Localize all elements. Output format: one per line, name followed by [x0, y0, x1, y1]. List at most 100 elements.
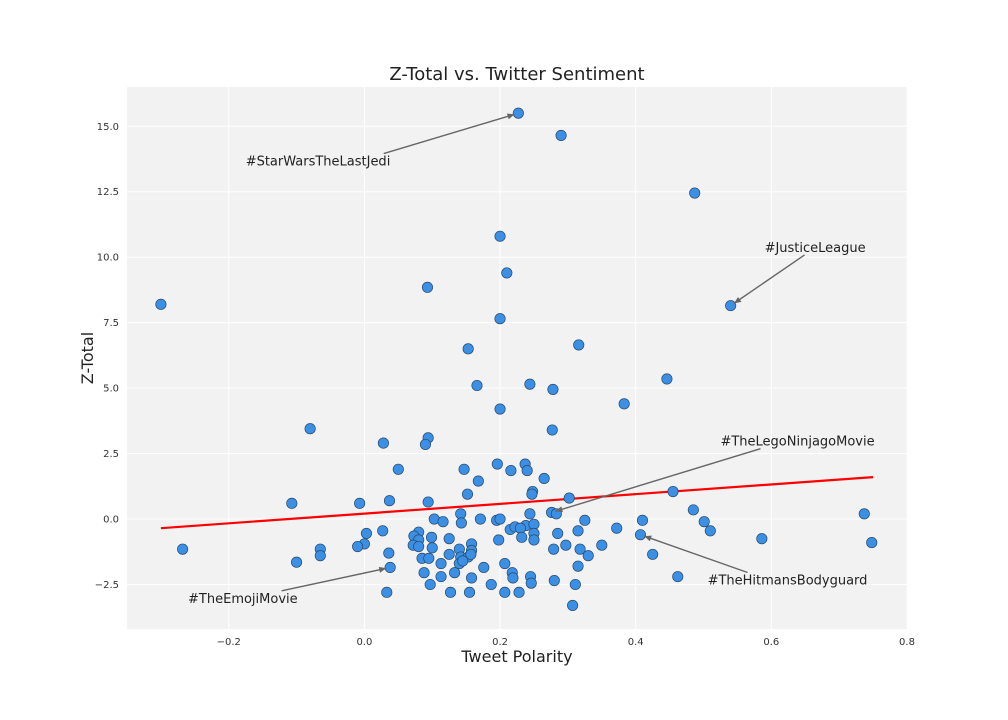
data-point [513, 586, 525, 598]
data-point [866, 537, 878, 549]
annotation-arrow [643, 535, 748, 574]
data-point [291, 556, 303, 568]
data-point [377, 525, 389, 537]
data-point [526, 488, 538, 500]
data-point [381, 586, 393, 598]
data-point [725, 300, 737, 312]
data-point [437, 516, 449, 528]
data-point [687, 504, 699, 516]
fit-line-group [160, 476, 874, 530]
annotations: #StarWarsTheLastJedi #JusticeLeague #TheLe… [188, 113, 875, 607]
data-point [507, 572, 519, 584]
y-tick-label: 5.0 [103, 384, 119, 395]
data-point [286, 497, 298, 509]
data-point [560, 539, 572, 551]
data-point [465, 548, 477, 560]
data-point [155, 298, 167, 310]
data-point [352, 540, 364, 553]
data-points [155, 107, 878, 611]
data-point [413, 540, 425, 553]
data-point [494, 513, 506, 525]
x-tick-label: −0.2 [217, 637, 241, 648]
data-point [424, 578, 436, 591]
data-point [421, 281, 434, 293]
data-point [546, 424, 558, 436]
data-point [493, 534, 505, 546]
chart-title: Z-Total vs. Twitter Sentiment [389, 64, 644, 85]
data-point [491, 458, 503, 470]
data-point [455, 517, 467, 529]
data-point [563, 492, 575, 504]
data-point [314, 550, 326, 562]
x-tick-labels: −0.2 0.0 0.2 0.4 0.6 0.8 [217, 637, 915, 648]
data-point [521, 465, 533, 477]
data-point [383, 495, 396, 507]
data-point [423, 552, 435, 564]
data-point [377, 437, 389, 449]
data-point [552, 527, 564, 539]
data-point [360, 527, 372, 539]
annotation-arrow [733, 254, 805, 304]
data-point [458, 463, 470, 475]
annotation-arrowhead [644, 535, 652, 542]
data-point [354, 497, 366, 509]
annotation-arrowhead [378, 566, 387, 573]
data-point [474, 513, 486, 525]
annotation-arrow [555, 448, 761, 512]
data-point [443, 548, 455, 560]
y-tick-label: −2.5 [95, 580, 119, 591]
x-tick-label: 0.6 [763, 637, 779, 648]
data-point [611, 522, 623, 534]
y-tick-labels: −2.5 0.0 2.5 5.0 7.5 10.0 12.5 15.0 [95, 122, 119, 591]
x-tick-label: 0.0 [356, 637, 372, 648]
data-point [455, 508, 467, 520]
data-point [512, 107, 524, 119]
data-point [579, 514, 591, 526]
data-point [462, 343, 474, 355]
data-point [392, 463, 404, 475]
data-point [304, 423, 316, 435]
data-point [435, 571, 447, 583]
data-point [756, 533, 768, 545]
y-axis-label: Z-Total [78, 332, 97, 384]
regression-line [160, 476, 874, 530]
data-point [548, 543, 560, 555]
data-point [443, 533, 455, 545]
data-point [548, 575, 560, 587]
annotation-justice-league: #JusticeLeague [765, 241, 866, 256]
data-point [574, 543, 586, 555]
data-point [478, 561, 490, 574]
data-point [524, 508, 536, 520]
annotation-arrow [383, 113, 515, 155]
data-point [569, 578, 581, 591]
data-point [596, 539, 608, 551]
data-point [472, 475, 484, 487]
data-point [494, 403, 506, 415]
annotation-arrow [281, 567, 387, 592]
data-point [528, 534, 540, 546]
data-point [667, 485, 679, 498]
data-point [516, 531, 528, 543]
data-point [461, 488, 474, 500]
data-point [525, 577, 537, 589]
annotation-the-emoji-movie: #TheEmojiMovie [188, 592, 298, 607]
data-point [618, 398, 630, 410]
data-point [573, 339, 585, 351]
annotation-arrowhead [733, 296, 742, 304]
annotation-arrowhead [555, 506, 563, 513]
data-point [567, 599, 579, 611]
data-point [418, 567, 430, 579]
data-point [689, 187, 701, 199]
data-point [672, 571, 684, 583]
data-point [514, 522, 526, 534]
data-point [647, 548, 659, 560]
data-point [494, 230, 506, 242]
y-tick-label: 12.5 [97, 187, 119, 198]
data-point [501, 267, 513, 279]
data-point [457, 555, 469, 567]
data-point [547, 383, 559, 395]
x-tick-label: 0.4 [628, 637, 644, 648]
data-point [494, 313, 506, 325]
data-point [485, 578, 497, 591]
